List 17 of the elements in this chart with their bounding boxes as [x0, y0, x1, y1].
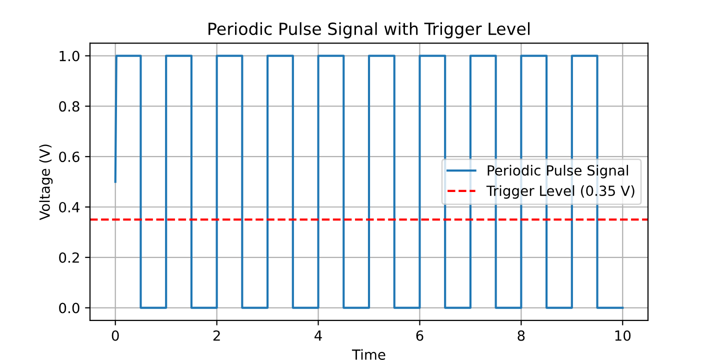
y-tick-label: 1.0: [60, 50, 80, 62]
y-tick-label: 0.6: [59, 152, 80, 162]
y-tick-label: 0.4: [59, 202, 80, 212]
x-axis-title: Time: [352, 349, 386, 360]
y-tick-label: 0.2: [59, 252, 79, 263]
x-tick-label: 4: [314, 330, 322, 341]
x-tick-label: 0: [112, 330, 119, 341]
legend-label: Trigger Level (0.35 V): [486, 185, 634, 199]
legend-label: Periodic Pulse Signal: [488, 164, 628, 178]
x-tick-label: 2: [213, 330, 220, 341]
y-axis-title: Voltage (V): [39, 144, 53, 220]
x-tick-label: 6: [416, 330, 424, 341]
x-tick-label: 10: [615, 330, 631, 341]
x-tick-label: 8: [518, 330, 525, 341]
y-tick-label: 0.8: [59, 101, 80, 112]
y-tick-label: 0.0: [59, 302, 80, 314]
chart-title: Periodic Pulse Signal with Trigger Level: [208, 22, 530, 38]
